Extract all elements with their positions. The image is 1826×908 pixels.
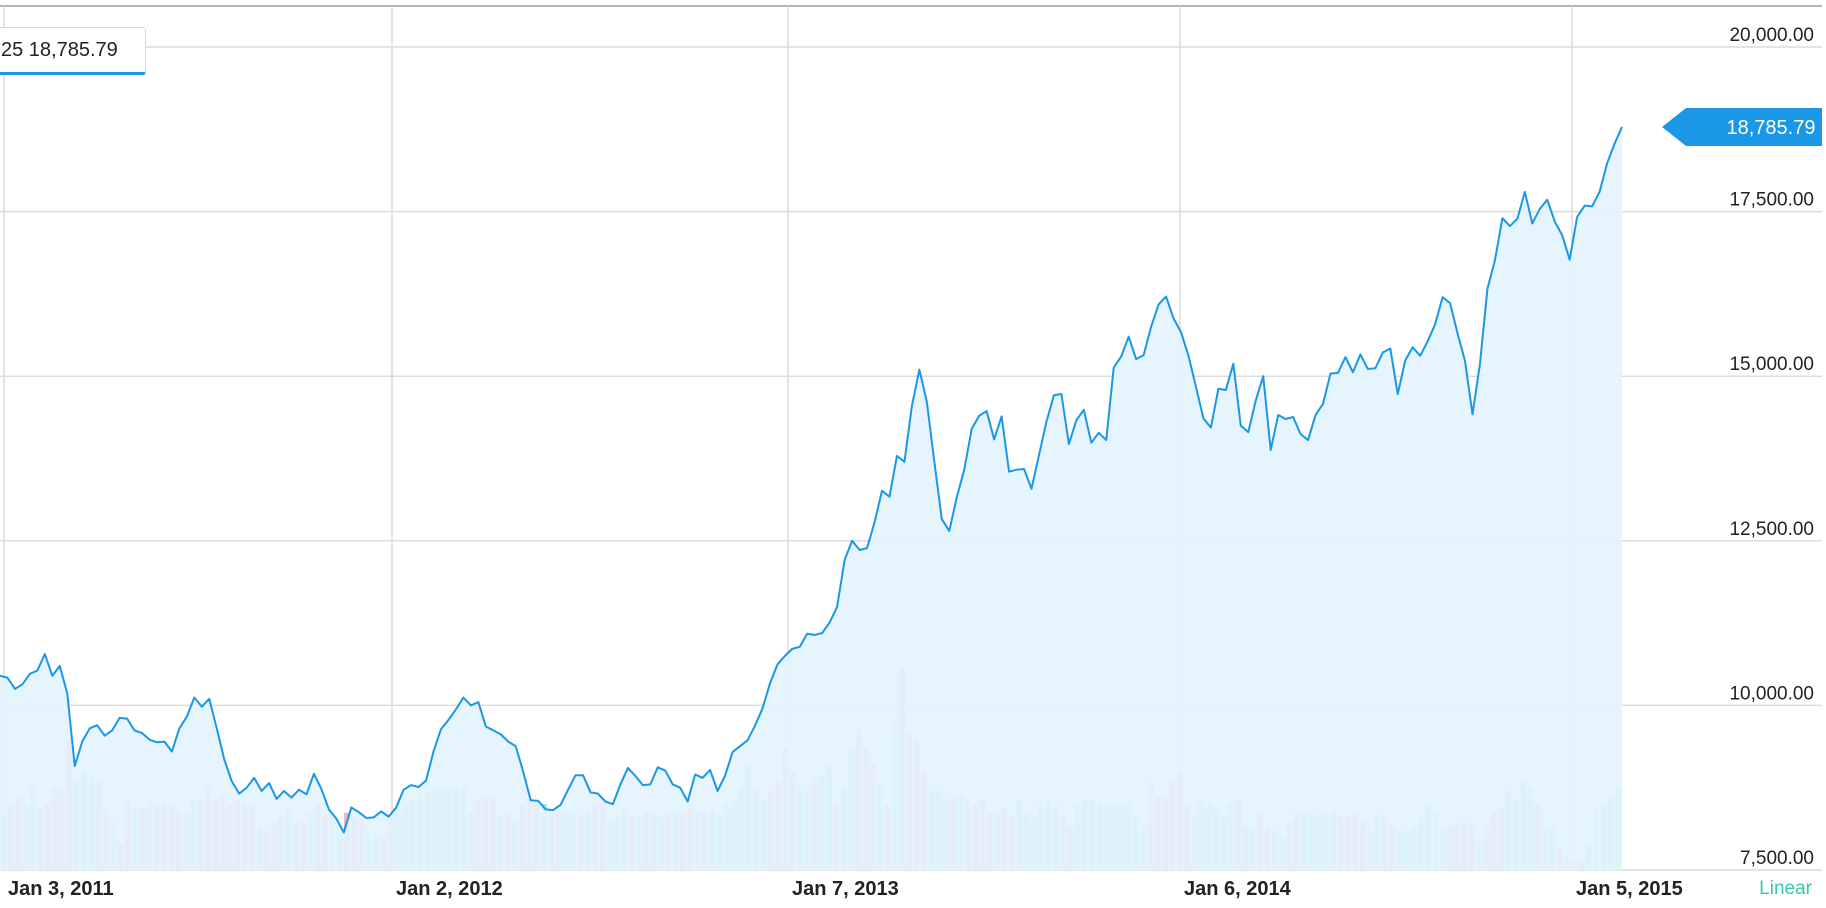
x-axis: Jan 3, 2011 Jan 2, 2012 Jan 7, 2013 Jan 6, … [8,878,1683,900]
tooltip-value: 25 18,785.79 [1,39,118,61]
price-area-fill [0,126,1622,870]
y-tick-label: 15,000.00 [1729,354,1814,375]
crosshair-tooltip: 25 18,785.79 [0,27,146,75]
y-axis: 20,000.00 17,500.00 15,000.00 12,500.00 10,0… [1729,25,1814,869]
y-tick-label: 10,000.00 [1729,683,1814,704]
scale-toggle-linear[interactable]: Linear [1759,878,1812,899]
y-tick-label: 17,500.00 [1729,190,1814,211]
y-tick-label: 20,000.00 [1729,25,1814,46]
y-tick-label: 7,500.00 [1740,848,1814,869]
current-price-badge [1662,107,1822,146]
y-tick-label: 12,500.00 [1729,519,1814,540]
x-tick-label: Jan 6, 2014 [1184,878,1292,900]
x-tick-label: Jan 7, 2013 [792,878,899,900]
current-price-marker: 18,785.79 [1662,107,1822,146]
price-line [0,126,1623,834]
x-tick-label: Jan 3, 2011 [8,878,114,900]
x-tick-label: Jan 5, 2015 [1576,878,1683,900]
x-tick-label: Jan 2, 2012 [396,878,503,900]
current-price-label: 18,785.79 [1727,117,1816,139]
